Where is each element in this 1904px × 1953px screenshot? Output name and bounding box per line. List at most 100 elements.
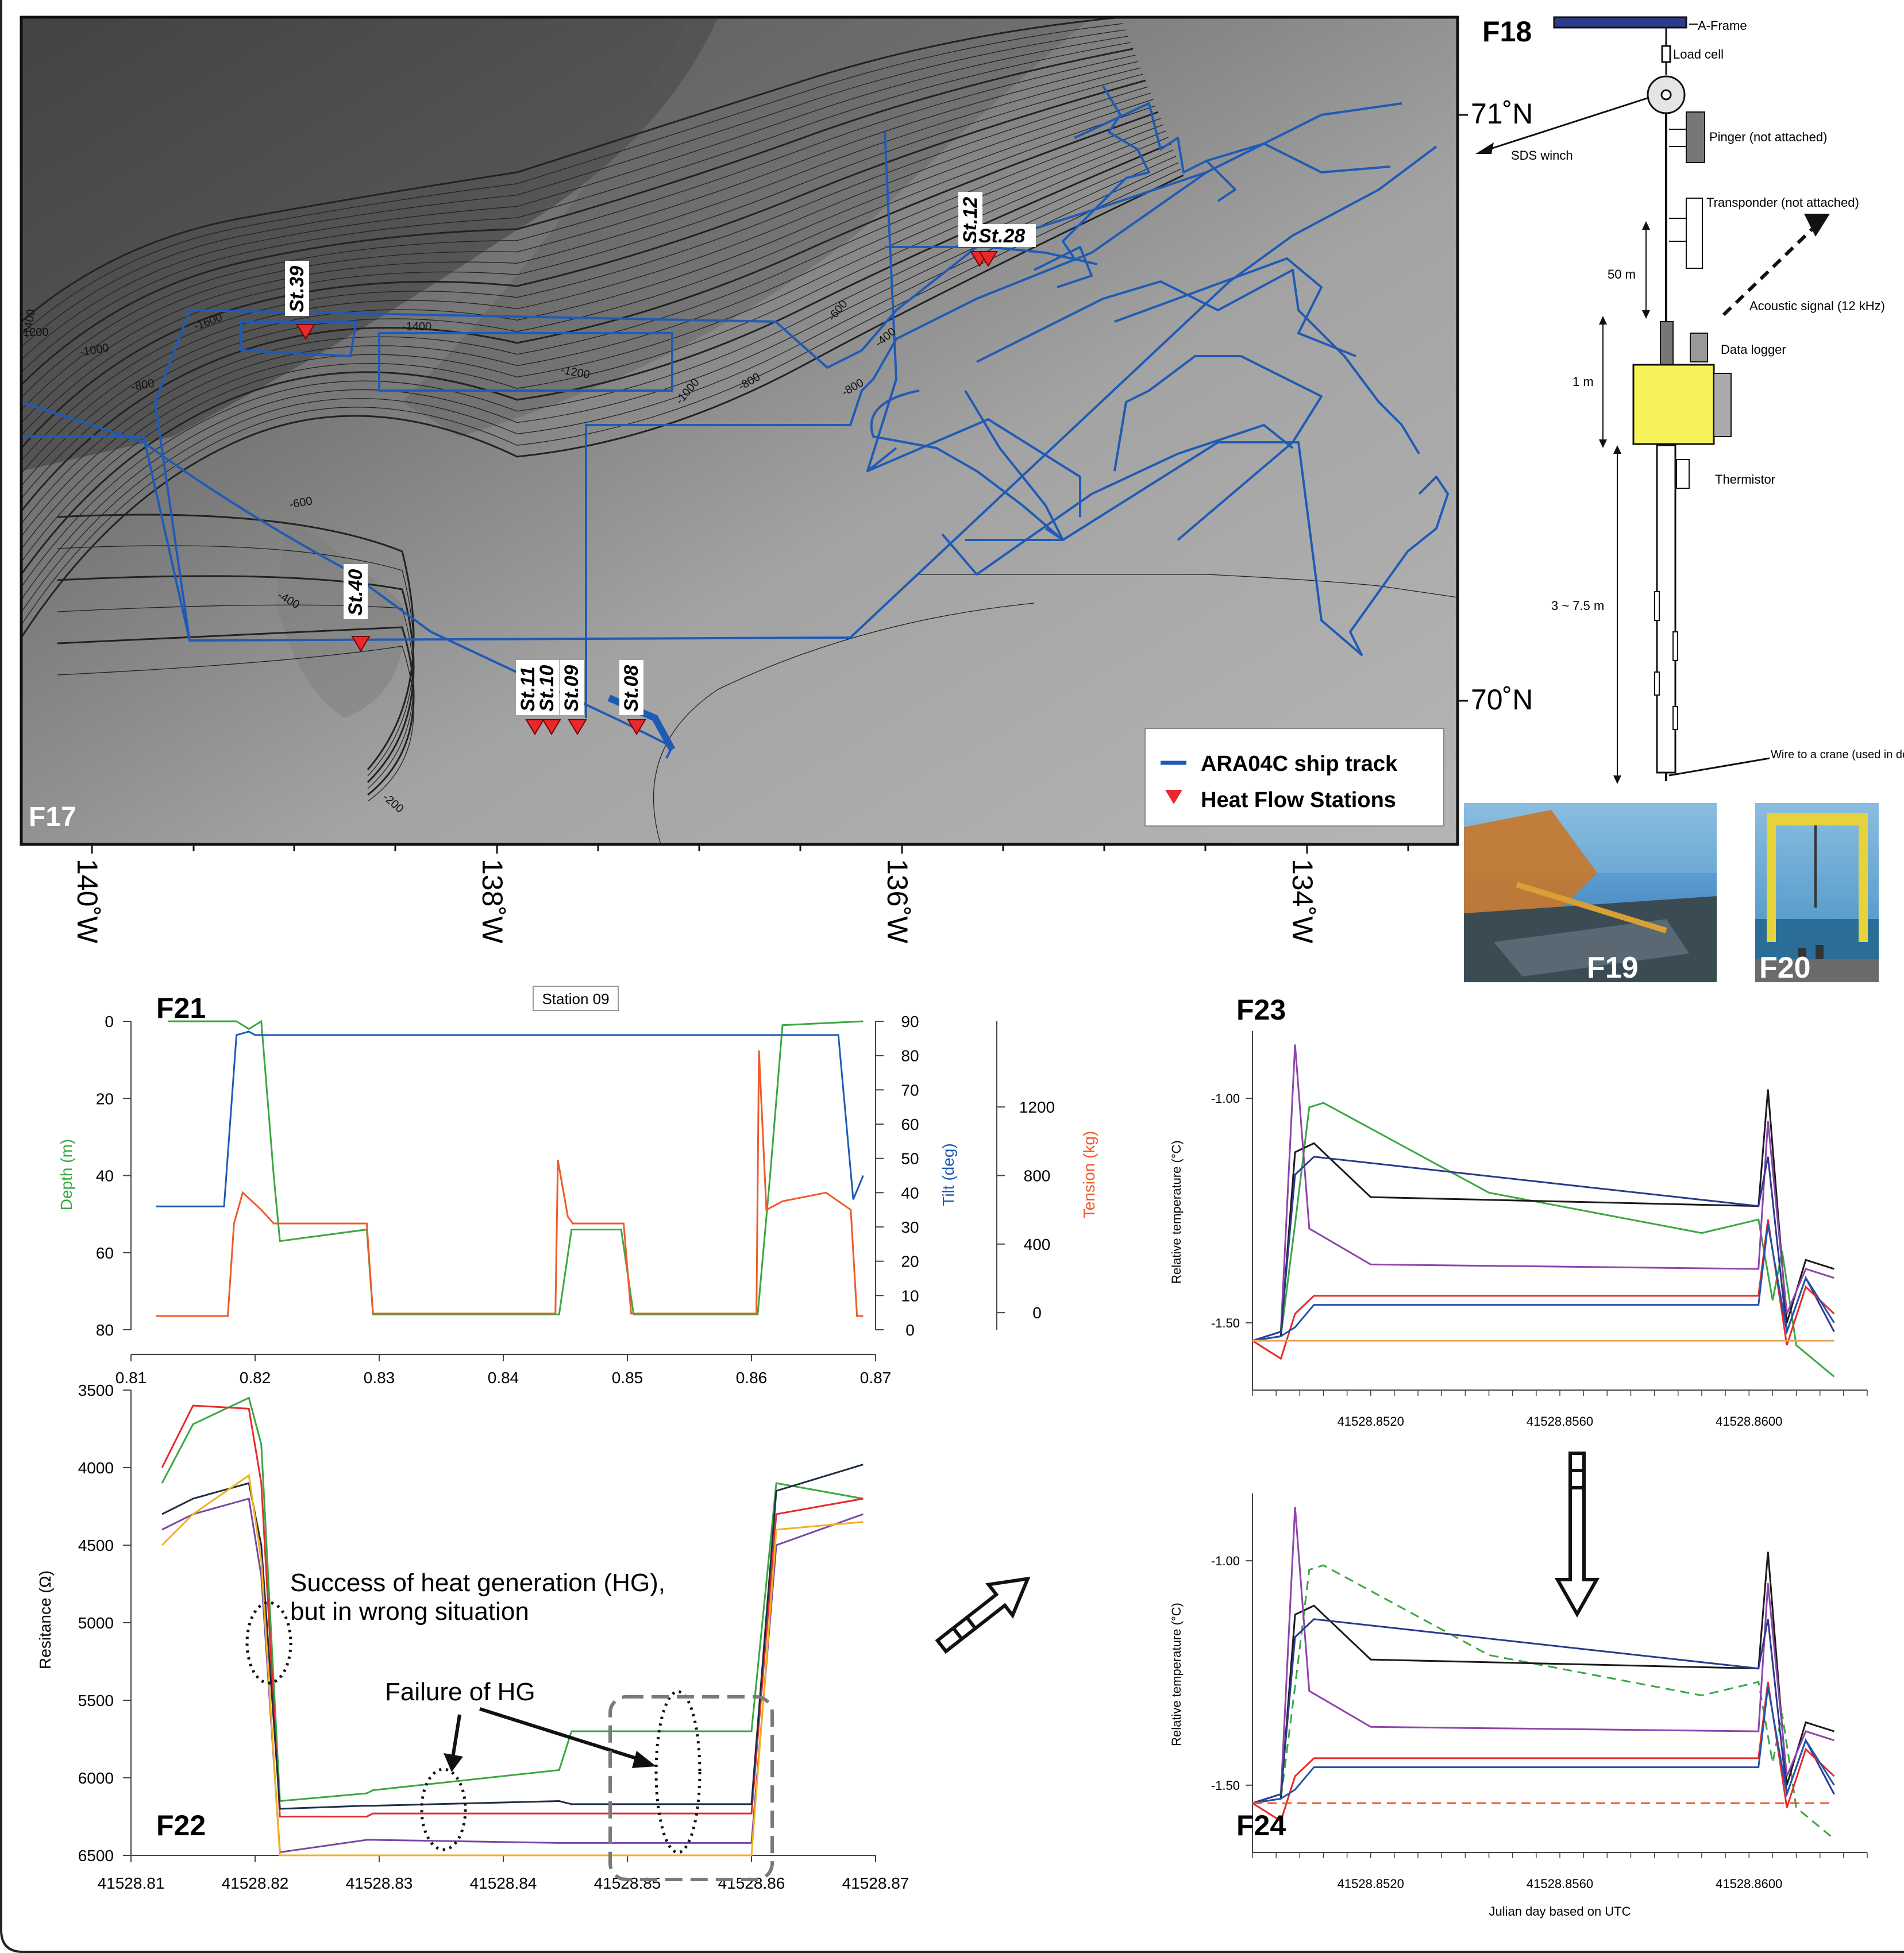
highlight-box [608, 1695, 774, 1881]
contour-line [21, 130, 1166, 550]
f21-title-box [533, 986, 619, 1011]
contour-line [57, 604, 414, 789]
f21-x-tick: 0.86 [736, 1369, 768, 1387]
lat-label-70: 70˚N [1471, 684, 1533, 716]
temperature-series [1252, 1564, 1835, 1840]
annotation-success-line1: Success of heat generation (HG), [290, 1569, 665, 1597]
map-legend [1144, 728, 1444, 827]
f22-y-tick: 5500 [78, 1692, 114, 1709]
crane-wire-pointer [1668, 757, 1770, 777]
tilt-series [156, 1030, 864, 1207]
contour-line [21, 124, 1164, 537]
f21-tilt-tick: 20 [901, 1253, 919, 1271]
ship-track [21, 85, 1449, 759]
load-cell [1661, 45, 1671, 63]
f21-depth-tick: 80 [96, 1321, 114, 1339]
f22-chart: 3500 4000 4500 5000 5500 6000 6500 41528.81 4152… [36, 1381, 909, 1892]
contour-line [20, 174, 1184, 638]
contour-line [21, 61, 1138, 411]
annotation-success-line2: but in wrong situation [290, 1597, 529, 1626]
acoustic-signal-path [1722, 227, 1814, 317]
failure-arrow-2 [479, 1707, 644, 1762]
f23-x-tick: 41528.8520 [1338, 1414, 1404, 1429]
f22-x-tick: 41528.87 [842, 1874, 909, 1892]
panel-label-f20: F20 [1759, 951, 1811, 985]
lon-label-136: 136˚W [881, 859, 914, 944]
f21-x-tick: 0.83 [364, 1369, 395, 1387]
annotation-failure: Failure of HG [385, 1678, 535, 1706]
contour-line [57, 514, 415, 770]
map-basin-shade [276, 517, 404, 718]
contour-line [21, 55, 1136, 398]
f21-tilt-tick: 40 [901, 1184, 919, 1202]
f21-depth-tick: 20 [96, 1090, 114, 1107]
resistance-series [161, 1396, 864, 1803]
contour-line [57, 646, 414, 802]
probe-lance [1656, 444, 1676, 774]
panel-label-f23: F23 [1236, 994, 1286, 1026]
lon-label-140: 140˚W [71, 859, 103, 944]
f21-tilt-tick: 60 [901, 1116, 919, 1133]
f24-x-tick: 41528.8560 [1527, 1877, 1593, 1891]
f20-photo: F20 [1755, 803, 1879, 985]
contour-line [20, 142, 1171, 575]
station-marker [351, 636, 371, 652]
station-marker [568, 719, 587, 735]
panel-label-f22: F22 [156, 1809, 206, 1842]
hg-failure-ellipse-1 [420, 1767, 467, 1851]
f23-ylabel: Relative temperature (°C) [1169, 1140, 1184, 1284]
f22-x-tick: 41528.85 [594, 1874, 661, 1892]
hg-success-ellipse [245, 1601, 292, 1685]
f21-tension-tick: 800 [1024, 1167, 1051, 1185]
f18-instrument-diagram: F18 A-Frame Load cell SDS winch Pinger (… [1475, 16, 1904, 784]
contour-line [21, 16, 1121, 323]
temperature-series [1252, 1223, 1835, 1342]
f21-tilt-tick: 30 [901, 1218, 919, 1236]
lon-label-134: 134˚W [1286, 859, 1319, 944]
f22-y-tick: 4000 [78, 1459, 114, 1477]
winch-wire [1485, 97, 1649, 152]
f21-tilt-tick: 10 [901, 1287, 919, 1304]
f21-tension-tick: 400 [1024, 1236, 1051, 1253]
f23-chart: F23 -1.00 -1.50 41528.8520 41528.8560 41528.… [1169, 994, 1868, 1429]
f24-y-tick: -1.00 [1211, 1554, 1240, 1568]
contour-line [21, 105, 1156, 499]
label-3-7-5m: 3 ~ 7.5 m [1551, 599, 1604, 613]
temperature-series [1252, 1681, 1835, 1823]
contour-line [57, 545, 414, 777]
contour-line [21, 29, 1126, 348]
f24-y-tick: -1.50 [1211, 1778, 1240, 1793]
f21-depth-tick: 40 [96, 1167, 114, 1185]
contour-line [20, 79, 1146, 449]
station-marker [525, 719, 545, 735]
f24-x-tick: 41528.8520 [1338, 1877, 1404, 1891]
station-label-09: St.09 [561, 665, 583, 712]
f21-ylabel-tilt: Tilt (deg) [939, 1143, 957, 1206]
panel-label-f19: F19 [1587, 951, 1639, 985]
probe-head [1660, 321, 1674, 368]
f21-tilt-tick: 0 [905, 1321, 915, 1339]
station-marker [542, 719, 561, 735]
station-label-10: St.10 [536, 665, 558, 712]
contour-line [21, 168, 1181, 626]
contour-line [21, 74, 1143, 436]
label-thermistor: Thermistor [1715, 472, 1775, 487]
f24-x-tick: 41528.8600 [1716, 1877, 1782, 1891]
lon-label-138: 138˚W [476, 859, 508, 944]
resistance-series [161, 1404, 864, 1817]
temperature-series [1252, 1089, 1834, 1342]
resistance-series [161, 1473, 864, 1856]
legend-station-swatch [1165, 790, 1182, 804]
f21-tilt-tick: 90 [901, 1013, 919, 1030]
map-frame [20, 16, 1459, 846]
f21-depth-tick: 0 [105, 1013, 114, 1030]
panel-label-f21: F21 [156, 992, 206, 1024]
f21-x-tick: 0.81 [115, 1369, 147, 1387]
temperature-series [1252, 1219, 1835, 1360]
f22-y-tick: 5000 [78, 1614, 114, 1632]
station-marker [296, 324, 315, 340]
label-acoustic-signal: Acoustic signal (12 kHz) [1749, 299, 1885, 313]
f22-y-tick: 6500 [78, 1847, 114, 1865]
contour-line [21, 149, 1174, 588]
f21-tension-tick: 0 [1032, 1304, 1042, 1322]
